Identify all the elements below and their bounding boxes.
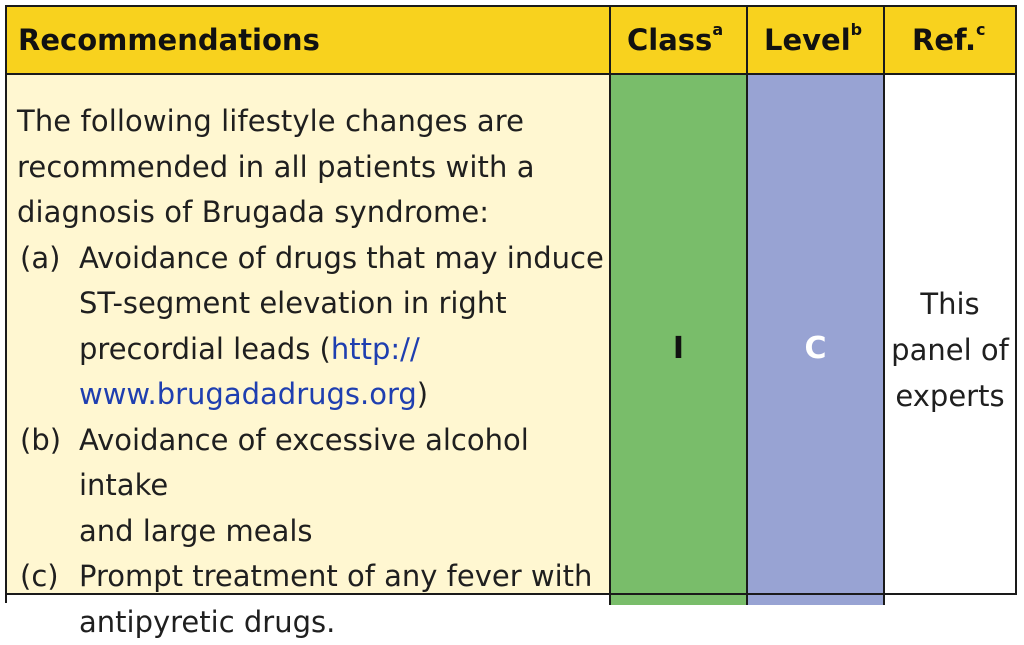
list-item-a: (a) Avoidance of drugs that may induce S… [17,236,609,418]
next-row-ref-stub [883,595,1017,605]
header-level-footnote: b [850,20,863,40]
item-c-label: (c) [20,559,59,593]
header-ref: Ref.c [912,20,986,57]
item-c-line-1: Prompt treatment of any fever with [79,559,593,593]
table-header-row: Recommendations Classa Levelb Ref.c [7,7,1015,75]
recommendation-row: The following lifestyle changes are reco… [7,75,1015,639]
next-row-recommendation-stub [7,595,609,605]
header-level: Levelb [764,20,863,57]
item-a-text: Avoidance of drugs that may induce ST-se… [77,236,609,418]
header-recommendations-cell: Recommendations [7,7,609,73]
intro-line-3: diagnosis of Brugada syndrome: [17,195,490,229]
item-a-line-3: precordial leads ( [79,331,331,366]
level-cell: C [746,75,883,593]
next-row-class-stub [609,595,748,605]
brugada-drugs-link-part-2[interactable]: www.brugadadrugs.org [79,377,417,411]
header-class-label: Class [627,23,713,57]
header-class-cell: Classa [609,7,746,73]
item-b-line-2: and large meals [79,513,313,548]
brugada-drugs-link-part-1[interactable]: http:// [330,331,420,366]
intro-line-1: The following lifestyle changes are [17,104,525,138]
item-a-line-2: ST-segment elevation in right [79,286,507,320]
item-a-line-1: Avoidance of drugs that may induce [79,240,604,275]
reference-line-1: This [920,287,980,321]
reference-line-2: panel of [891,333,1009,367]
item-a-closing-paren: ) [416,377,429,411]
header-level-cell: Levelb [746,7,883,73]
class-value: I [672,331,685,366]
header-ref-label: Ref. [912,23,977,57]
reference-cell: This panel of experts [883,75,1015,593]
header-recommendations: Recommendations [18,23,320,57]
recommendations-table: Recommendations Classa Levelb Ref.c The … [5,5,1017,639]
header-class-footnote: a [712,20,724,40]
next-row-level-stub [746,595,885,605]
item-a-label: (a) [20,240,61,275]
header-ref-footnote: c [976,20,986,40]
header-ref-cell: Ref.c [883,7,1015,73]
item-b-line-1: Avoidance of excessive alcohol intake [79,422,529,503]
header-level-label: Level [764,23,851,57]
intro-line-2: recommended in all patients with a [17,149,535,184]
item-b-text: Avoidance of excessive alcohol intake an… [77,418,609,555]
class-cell: I [609,75,746,593]
level-value: C [804,331,827,366]
row-divider [7,593,1015,595]
header-class: Classa [627,20,724,57]
list-item-b: (b) Avoidance of excessive alcohol intak… [17,418,609,555]
item-b-label: (b) [20,422,62,457]
reference-line-3: experts [895,379,1005,413]
recommendation-text-cell: The following lifestyle changes are reco… [7,75,609,639]
reference-text: This panel of experts [885,281,1015,419]
item-c-line-2: antipyretic drugs. [79,604,336,639]
